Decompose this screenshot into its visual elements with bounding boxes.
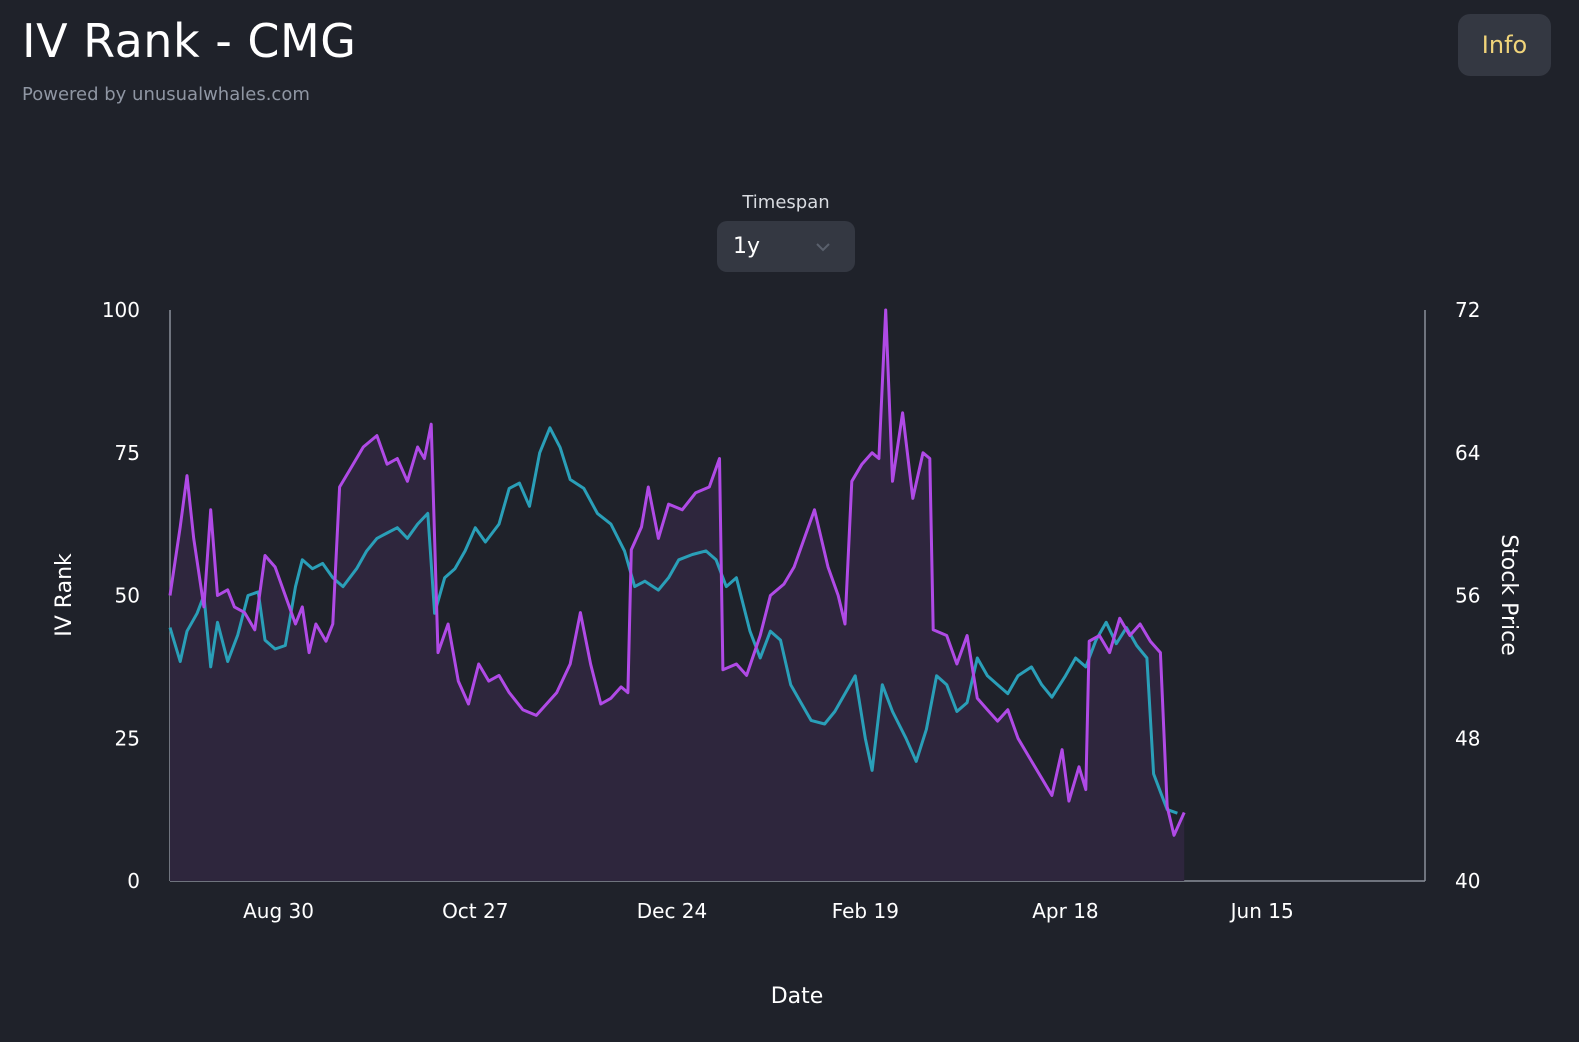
- chevron-down-icon: [816, 243, 830, 252]
- x-tick-label: Feb 19: [832, 899, 899, 923]
- y-left-tick-label: 50: [115, 584, 140, 608]
- y-right-tick-label: 72: [1455, 298, 1480, 322]
- info-button[interactable]: Info: [1458, 14, 1551, 76]
- x-tick-label: Jun 15: [1229, 899, 1294, 923]
- y-left-tick-label: 25: [115, 726, 140, 750]
- timespan-label: Timespan: [742, 192, 830, 213]
- x-axis-label: Date: [771, 984, 824, 1009]
- stock-price-line: [168, 426, 1178, 815]
- x-tick-label: Apr 18: [1032, 899, 1098, 923]
- iv-rank-area: [170, 310, 1185, 881]
- x-tick-label: Aug 30: [243, 899, 314, 923]
- y-right-tick-label: 64: [1455, 441, 1480, 465]
- page-title: IV Rank - CMG: [22, 14, 357, 68]
- y-right-tick-label: 56: [1455, 584, 1480, 608]
- y-right-tick-label: 40: [1455, 869, 1480, 893]
- y-left-tick-label: 100: [102, 298, 140, 322]
- powered-by-text: Powered by unusualwhales.com: [22, 84, 310, 105]
- iv-rank-line: [168, 308, 1186, 837]
- x-tick-label: Oct 27: [442, 899, 508, 923]
- timespan-select[interactable]: 1y: [717, 221, 855, 272]
- y-left-tick-label: 75: [115, 441, 140, 465]
- y-axis-label-left: IV Rank: [52, 553, 77, 637]
- y-left-tick-label: 0: [127, 869, 140, 893]
- y-axis-label-right: Stock Price: [1496, 534, 1521, 656]
- timespan-selected-value: 1y: [733, 234, 761, 259]
- y-right-tick-label: 48: [1455, 726, 1480, 750]
- x-tick-label: Dec 24: [637, 899, 708, 923]
